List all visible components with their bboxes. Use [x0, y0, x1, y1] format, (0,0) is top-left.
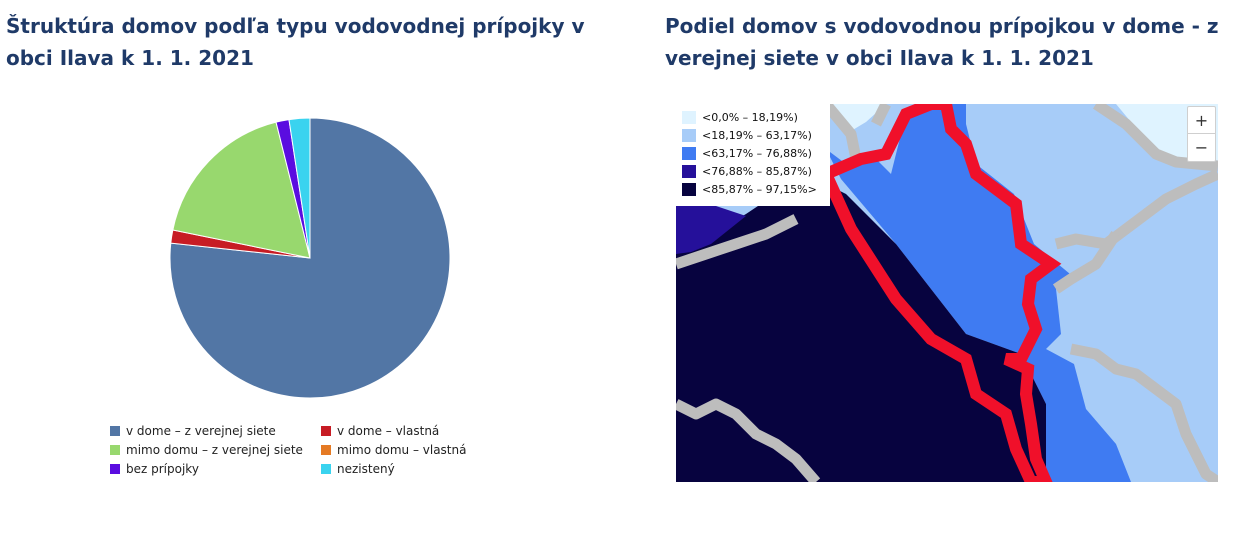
pie-legend: v dome – z verejnej siete v dome – vlast… [110, 422, 490, 478]
choropleth-map[interactable]: <0,0% – 18,19%) <18,19% – 63,17%) <63,17… [676, 104, 1218, 482]
legend-label: v dome – z verejnej siete [126, 424, 276, 438]
map-boundaries [676, 104, 1218, 482]
legend-swatch [110, 464, 120, 474]
pie-slice-mimo-domu-z-verejnej-siete[interactable] [172, 121, 311, 259]
zoom-control: + − [1187, 106, 1216, 162]
zoom-out-button[interactable]: − [1188, 133, 1215, 160]
legend-swatch [110, 426, 120, 436]
map-legend-label: <0,0% – 18,19%) [702, 110, 798, 124]
pie-chart-title: Štruktúra domov podľa typu vodovodnej pr… [6, 14, 585, 70]
map-legend-swatch [682, 182, 696, 196]
map-legend-item[interactable]: <18,19% – 63,17%) [682, 126, 824, 144]
map-title: Podiel domov s vodovodnou prípojkou v do… [665, 14, 1219, 70]
zoom-in-button[interactable]: + [1194, 110, 1209, 130]
map-legend-label: <85,87% – 97,15%> [702, 182, 817, 196]
map-legend-item[interactable]: <0,0% – 18,19%) [682, 108, 824, 126]
map-legend-label: <76,88% – 85,87%) [702, 164, 812, 178]
map-region-medium-blue[interactable] [826, 104, 1131, 482]
legend-item-v-dome-verejna[interactable]: v dome – z verejnej siete [110, 422, 321, 440]
legend-label: mimo domu – z verejnej siete [126, 443, 303, 457]
legend-item-v-dome-vlastna[interactable]: v dome – vlastná [321, 422, 481, 440]
map-legend-item[interactable]: <63,17% – 76,88%) [682, 144, 824, 162]
map-region-dark-navy[interactable] [676, 174, 1046, 482]
map-legend-swatch [682, 128, 696, 142]
legend-label: v dome – vlastná [337, 424, 440, 438]
map-legend-label: <63,17% – 76,88%) [702, 146, 812, 160]
map-legend-item[interactable]: <76,88% – 85,87%) [682, 162, 824, 180]
map-legend-swatch [682, 110, 696, 124]
town-boundary [820, 104, 1062, 482]
map-legend-item[interactable]: <85,87% – 97,15%> [682, 180, 824, 198]
legend-label: bez prípojky [126, 462, 199, 476]
legend-swatch [321, 426, 331, 436]
legend-label: mimo domu – vlastná [337, 443, 467, 457]
legend-swatch [321, 464, 331, 474]
legend-item-bez-pripojky[interactable]: bez prípojky [110, 460, 321, 478]
pie-chart [169, 117, 451, 399]
legend-item-mimo-domu-verejna[interactable]: mimo domu – z verejnej siete [110, 441, 321, 459]
legend-swatch [110, 445, 120, 455]
map-legend-swatch [682, 146, 696, 160]
map-region-indigo[interactable] [676, 206, 746, 254]
pie-slice-nezisteny[interactable] [288, 117, 311, 259]
legend-label: nezistený [337, 462, 395, 476]
legend-item-nezisteny[interactable]: nezistený [321, 460, 481, 478]
legend-item-mimo-domu-vlastna[interactable]: mimo domu – vlastná [321, 441, 481, 459]
map-legend-label: <18,19% – 63,17%) [702, 128, 812, 142]
legend-swatch [321, 445, 331, 455]
map-legend: <0,0% – 18,19%) <18,19% – 63,17%) <63,17… [676, 104, 830, 206]
map-legend-swatch [682, 164, 696, 178]
